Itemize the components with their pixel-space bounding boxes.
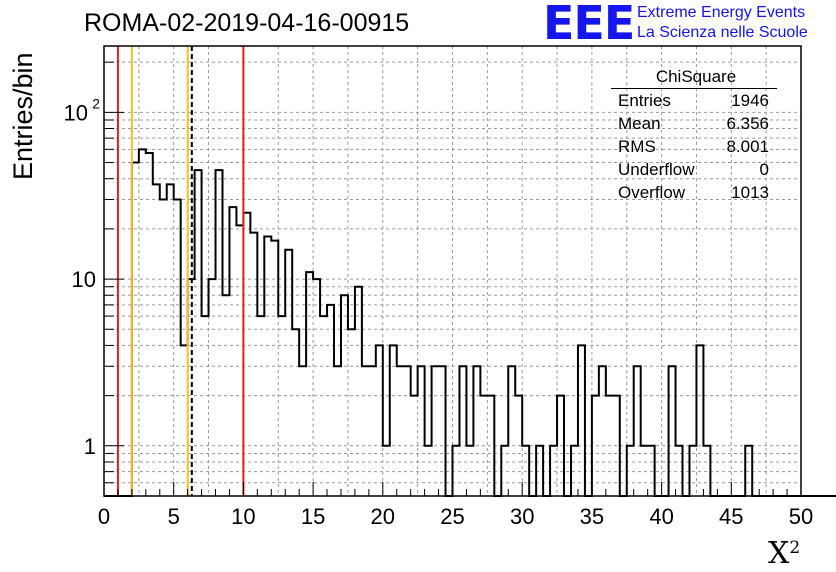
stats-value: 8.001 [726,137,769,156]
stats-box: ChiSquare Entries 1946 Mean 6.356 RMS 8.… [611,66,777,204]
y-tick-label: 10 [64,100,88,125]
x-axis-label: X2 [768,536,800,571]
histogram-outline [104,148,836,497]
stats-value: 1013 [731,183,769,202]
y-tick-label-exponent: 2 [92,95,100,111]
x-axis-label-sup: 2 [789,538,801,558]
stats-row-rms: RMS 8.001 [611,135,777,158]
x-tick-label: 25 [440,504,464,529]
x-tick-label: 35 [580,504,604,529]
eee-logo-icon: EEE [543,0,635,50]
x-axis-label-text: X [768,536,790,571]
stats-label: Overflow [618,183,686,202]
stats-row-underflow: Underflow 0 [611,158,777,181]
stats-label: RMS [618,137,656,156]
x-tick-label: 15 [301,504,325,529]
x-tick-label: 50 [789,504,813,529]
x-tick-label: 45 [719,504,743,529]
x-tick-label: 5 [168,504,180,529]
logo-caption-line2: La Scienza nelle Scuole [637,24,808,41]
stats-row-mean: Mean 6.356 [611,112,777,135]
stats-value: 1946 [731,91,769,110]
y-tick-label: 1 [84,434,96,459]
run-title: ROMA-02-2019-04-16-00915 [84,9,410,37]
x-tick-label: 30 [510,504,534,529]
y-axis-label: Entries/bin [8,52,38,180]
y-tick-label: 10 [72,267,96,292]
x-tick-label: 10 [231,504,255,529]
stats-label: Entries [618,91,671,110]
stats-row-entries: Entries 1946 [611,89,777,112]
logo-caption-line1: Extreme Energy Events [637,4,806,21]
stats-value: 0 [759,160,769,179]
x-tick-label: 0 [98,504,110,529]
stats-label: Underflow [618,160,695,179]
stats-row-overflow: Overflow 1013 [611,181,777,204]
stats-title: ChiSquare [611,66,777,89]
x-tick-label: 40 [649,504,673,529]
stats-value: 6.356 [726,114,769,133]
x-tick-label: 20 [371,504,395,529]
stats-label: Mean [618,114,661,133]
